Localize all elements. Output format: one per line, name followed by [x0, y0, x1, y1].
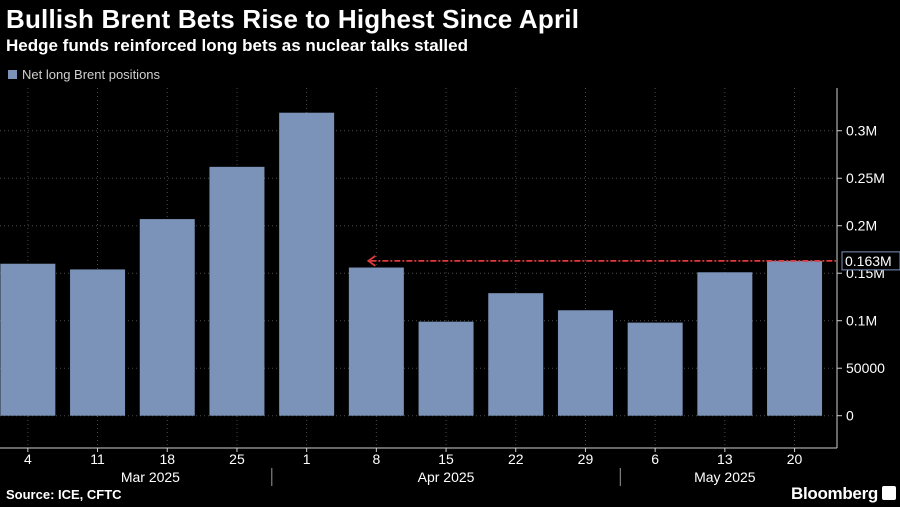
bar	[209, 166, 265, 416]
y-tick-label: 0.2M	[846, 218, 877, 234]
bar	[697, 272, 753, 416]
x-tick-label: 18	[159, 451, 175, 467]
annotation-box	[841, 251, 900, 271]
legend-label: Net long Brent positions	[22, 67, 161, 82]
bar	[627, 322, 683, 416]
bar	[557, 310, 613, 416]
bloomberg-logo: Bloomberg	[790, 484, 878, 503]
annotation-arrow	[366, 255, 376, 267]
month-label: Mar 2025	[121, 469, 180, 485]
chart-title: Bullish Brent Bets Rise to Highest Since…	[6, 4, 580, 34]
x-tick-label: 29	[578, 451, 594, 467]
y-tick-label: 0.25M	[846, 170, 885, 186]
bar	[418, 321, 474, 416]
y-tick-label: 0	[846, 408, 854, 424]
x-tick-label: 20	[787, 451, 803, 467]
x-tick-label: 25	[229, 451, 245, 467]
annotation-label: 0.163M	[845, 253, 892, 269]
bar	[70, 269, 126, 416]
bar	[279, 112, 335, 416]
legend-swatch	[8, 70, 17, 79]
y-tick-label: 50000	[846, 360, 885, 376]
x-tick-label: 8	[372, 451, 380, 467]
bar	[348, 267, 404, 416]
bar	[767, 260, 823, 416]
x-tick-label: 15	[438, 451, 454, 467]
source-note: Source: ICE, CFTC	[6, 487, 122, 502]
y-tick-label: 0.1M	[846, 313, 877, 329]
x-tick-label: 11	[90, 451, 105, 467]
month-label: Apr 2025	[418, 469, 475, 485]
x-tick-label: 22	[508, 451, 524, 467]
x-tick-label: 4	[24, 451, 32, 467]
chart-subtitle: Hedge funds reinforced long bets as nucl…	[6, 36, 468, 55]
bar	[488, 293, 544, 416]
bar	[139, 219, 195, 416]
bloomberg-icon	[882, 486, 896, 500]
bar	[0, 263, 56, 416]
x-tick-label: 1	[303, 451, 311, 467]
legend: Net long Brent positions	[8, 67, 160, 82]
month-label: May 2025	[694, 469, 756, 485]
y-tick-label: 0.3M	[846, 123, 877, 139]
x-tick-label: 13	[717, 451, 733, 467]
x-tick-label: 6	[651, 451, 659, 467]
